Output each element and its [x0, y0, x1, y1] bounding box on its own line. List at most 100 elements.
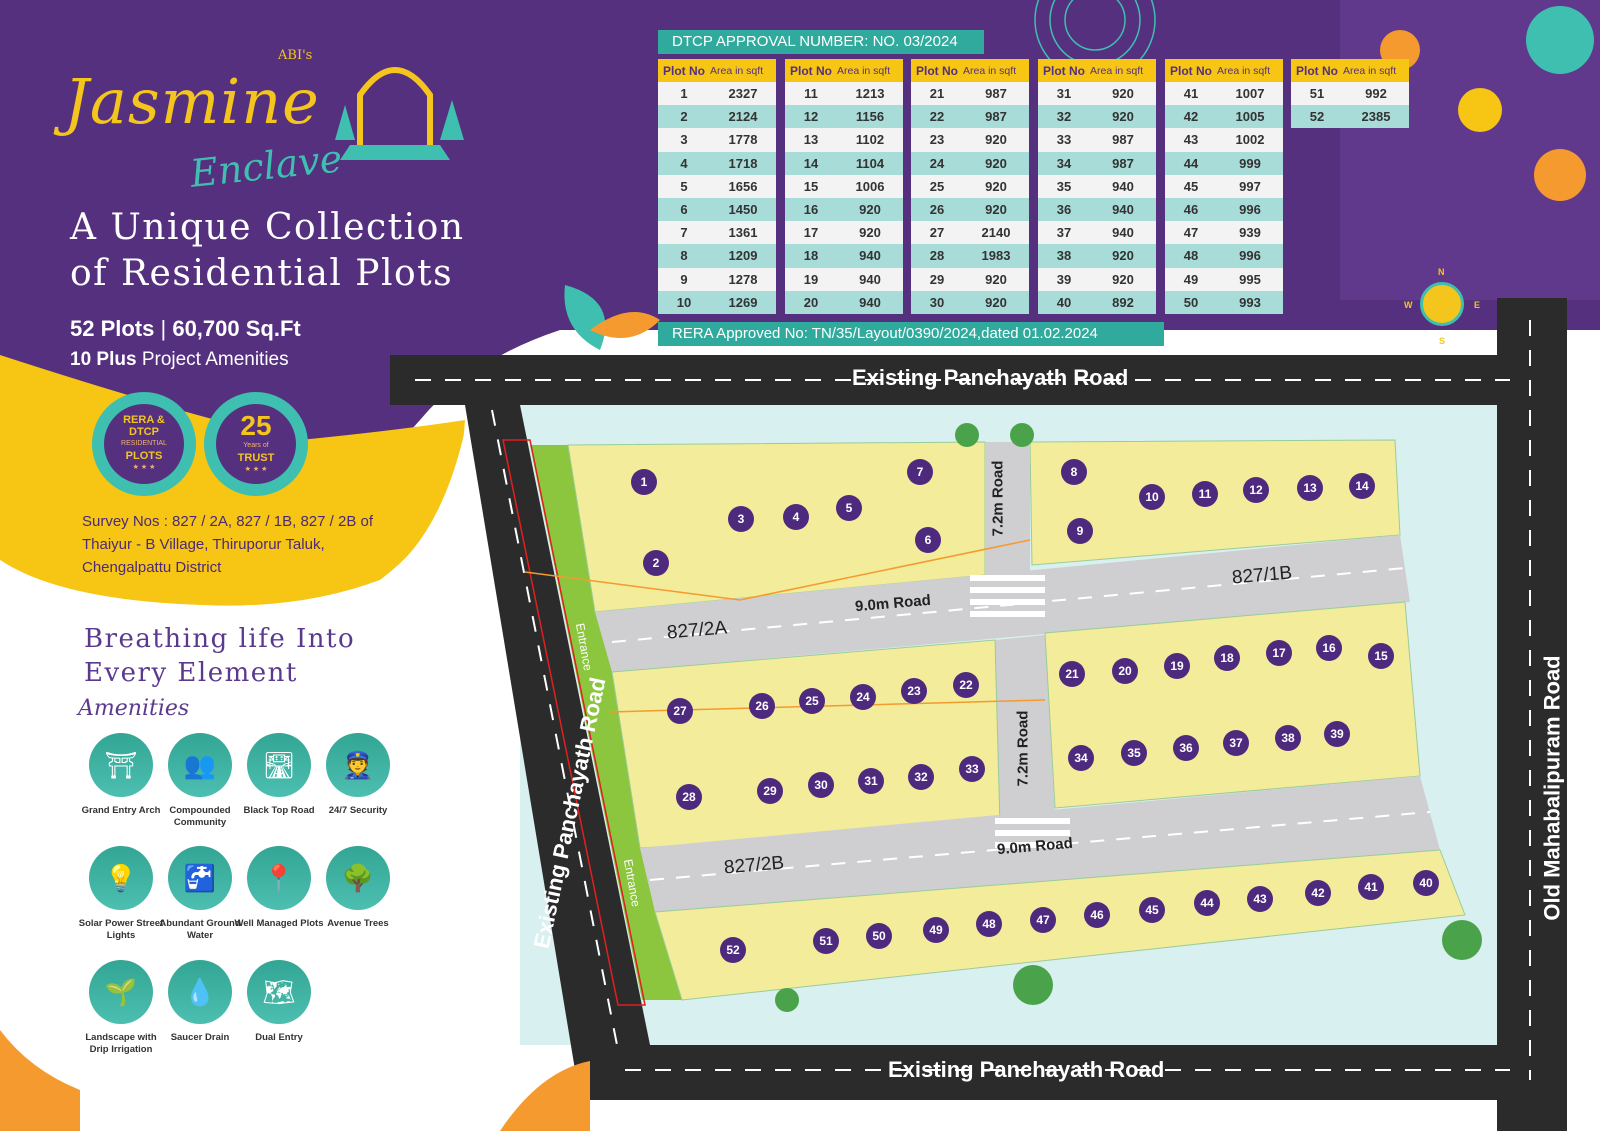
plot-marker[interactable]: 25: [799, 688, 825, 714]
amenity-item: 📍 Well Managed Plots: [234, 846, 324, 930]
tagline: A Unique Collection of Residential Plots: [70, 207, 465, 294]
table-row: 42 1005: [1165, 105, 1283, 129]
table-row: 12 1156: [785, 105, 903, 129]
plot-marker[interactable]: 22: [953, 672, 979, 698]
table-row: 22 987: [911, 105, 1029, 129]
plot-marker[interactable]: 10: [1139, 484, 1165, 510]
security-guard-icon: 👮: [326, 733, 390, 797]
plot-marker[interactable]: 7: [907, 459, 933, 485]
plot-marker[interactable]: 1: [631, 469, 657, 495]
logo-name: Jasmine: [64, 65, 320, 138]
table-header: Plot No Area in sqft: [911, 59, 1029, 82]
plot-marker[interactable]: 20: [1112, 658, 1138, 684]
table-row: 47 939: [1165, 221, 1283, 245]
road-label-right: Old Mahabalipuram Road: [1539, 655, 1565, 921]
plot-marker[interactable]: 37: [1223, 730, 1249, 756]
plot-marker[interactable]: 48: [976, 911, 1002, 937]
plot-marker[interactable]: 9: [1067, 518, 1093, 544]
road-72-upper: 7.2m Road: [989, 460, 1007, 537]
road-72-lower: 7.2m Road: [1014, 710, 1032, 787]
plot-marker[interactable]: 36: [1173, 735, 1199, 761]
plot-marker[interactable]: 47: [1030, 907, 1056, 933]
table-header: Plot No Area in sqft: [1038, 59, 1156, 82]
left-road: [465, 405, 650, 1100]
table-row: 10 1269: [658, 290, 776, 314]
plot-marker[interactable]: 34: [1068, 745, 1094, 771]
table-row: 17 920: [785, 221, 903, 245]
plot-marker[interactable]: 52: [720, 937, 746, 963]
amenity-label: Black Top Road: [243, 805, 315, 816]
plot-marker[interactable]: 21: [1059, 661, 1085, 687]
road-label-top: Existing Panchayath Road: [852, 365, 1129, 390]
plot-marker[interactable]: 16: [1316, 635, 1342, 661]
plot-marker[interactable]: 24: [850, 684, 876, 710]
compass-west: W: [1404, 300, 1413, 310]
plot-marker[interactable]: 29: [757, 778, 783, 804]
table-row: 32 920: [1038, 105, 1156, 129]
plot-marker[interactable]: 12: [1243, 477, 1269, 503]
amenity-label: Solar Power Street Lights: [78, 918, 164, 941]
plot-marker[interactable]: 5: [836, 495, 862, 521]
table-row: 39 920: [1038, 267, 1156, 291]
plot-marker[interactable]: 42: [1305, 880, 1331, 906]
table-row: 37 940: [1038, 221, 1156, 245]
plot-marker[interactable]: 17: [1266, 640, 1292, 666]
plot-marker[interactable]: 32: [908, 764, 934, 790]
table-row: 16 920: [785, 197, 903, 222]
plot-table: Plot No Area in sqft 1 2327 2 2124 3 1778 4 1718 5…: [658, 59, 776, 314]
plot-marker[interactable]: 26: [749, 693, 775, 719]
amenity-label: Saucer Drain: [170, 1032, 230, 1043]
amenity-label: Abundant Ground Water: [159, 918, 241, 941]
compass-icon: [1420, 282, 1464, 326]
amenity-label: Compounded Community: [169, 805, 231, 828]
table-row: 31 920: [1038, 82, 1156, 106]
plot-marker[interactable]: 33: [959, 756, 985, 782]
plot-marker[interactable]: 3: [728, 506, 754, 532]
plot-marker[interactable]: 41: [1358, 874, 1384, 900]
plot-marker[interactable]: 14: [1349, 473, 1375, 499]
plot-marker[interactable]: 18: [1214, 645, 1240, 671]
amenities-count: 10 Plus Project Amenities: [70, 349, 289, 370]
table-row: 2 2124: [658, 105, 776, 129]
plot-marker[interactable]: 44: [1194, 890, 1220, 916]
plot-marker[interactable]: 6: [915, 527, 941, 553]
rera-approval-banner: RERA Approved No: TN/35/Layout/0390/2024…: [658, 322, 1164, 346]
table-row: 25 920: [911, 174, 1029, 198]
survey-details: Survey Nos : 827 / 2A, 827 / 1B, 827 / 2…: [82, 513, 374, 576]
plot-marker[interactable]: 11: [1192, 481, 1218, 507]
plot-marker[interactable]: 19: [1164, 653, 1190, 679]
plot-marker[interactable]: 31: [858, 768, 884, 794]
amenity-label: 24/7 Security: [328, 805, 388, 816]
table-row: 45 997: [1165, 174, 1283, 198]
table-row: 23 920: [911, 128, 1029, 152]
plot-marker[interactable]: 8: [1061, 459, 1087, 485]
plot-marker[interactable]: 27: [667, 698, 693, 724]
decor-shape: [1526, 6, 1594, 74]
plot-marker[interactable]: 23: [901, 678, 927, 704]
plot-marker[interactable]: 4: [783, 504, 809, 530]
table-row: 38 920: [1038, 244, 1156, 268]
plot-marker[interactable]: 46: [1084, 902, 1110, 928]
plot-marker[interactable]: 50: [866, 923, 892, 949]
plot-marker[interactable]: 45: [1139, 897, 1165, 923]
table-row: 15 1006: [785, 174, 903, 198]
table-row: 40 892: [1038, 290, 1156, 314]
table-row: 26 920: [911, 197, 1029, 222]
plot-marker[interactable]: 15: [1368, 643, 1394, 669]
plot-marker[interactable]: 30: [808, 772, 834, 798]
table-row: 19 940: [785, 267, 903, 291]
plot-marker[interactable]: 2: [643, 550, 669, 576]
plot-marker[interactable]: 49: [923, 917, 949, 943]
plot-marker[interactable]: 40: [1413, 870, 1439, 896]
plot-marker[interactable]: 28: [676, 784, 702, 810]
plot-marker[interactable]: 43: [1247, 886, 1273, 912]
plot-pin-icon: 📍: [247, 846, 311, 910]
plot-marker[interactable]: 51: [813, 928, 839, 954]
plot-marker[interactable]: 38: [1275, 725, 1301, 751]
table-row: 36 940: [1038, 197, 1156, 222]
plot-marker[interactable]: 35: [1121, 740, 1147, 766]
table-row: 50 993: [1165, 290, 1283, 314]
plot-marker[interactable]: 13: [1297, 475, 1323, 501]
table-row: 11 1213: [785, 82, 903, 106]
plot-marker[interactable]: 39: [1324, 721, 1350, 747]
